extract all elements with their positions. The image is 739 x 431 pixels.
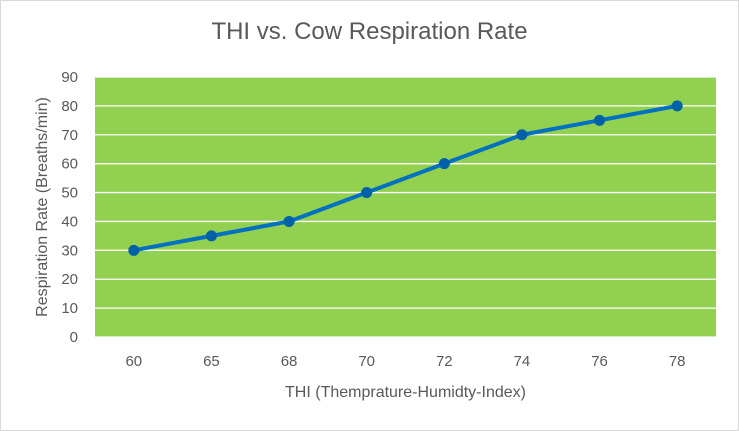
x-tick-label: 78	[669, 353, 686, 370]
gridlines	[95, 76, 716, 338]
y-tick-label: 50	[61, 185, 78, 202]
x-tick-label: 76	[591, 353, 608, 370]
y-tick-label: 0	[70, 329, 78, 346]
y-tick-label: 40	[61, 213, 78, 230]
data-point	[516, 129, 528, 141]
data-point	[438, 158, 450, 170]
data-point	[361, 187, 373, 199]
y-tick-label: 70	[61, 127, 78, 144]
x-tick-label: 60	[125, 353, 142, 370]
x-tick-label: 72	[436, 353, 453, 370]
y-axis-tick-labels: 0 10 20 30 40 50 60 70 80 90	[61, 69, 78, 346]
plot-area	[95, 77, 716, 337]
x-axis-tick-labels: 60 65 68 70 72 74 76 78	[125, 353, 685, 370]
series-group	[128, 100, 683, 256]
data-point	[594, 114, 606, 126]
series-line	[131, 103, 680, 253]
y-axis-title: Respiration Rate (Breaths/min)	[34, 97, 51, 317]
data-point	[671, 100, 683, 112]
chart-title: THI vs. Cow Respiration Rate	[211, 18, 528, 45]
y-tick-label: 60	[61, 156, 78, 173]
data-point	[128, 244, 140, 256]
data-point	[283, 215, 295, 227]
x-tick-label: 70	[358, 353, 375, 370]
y-tick-label: 90	[61, 69, 78, 86]
x-tick-label: 74	[514, 353, 531, 370]
x-tick-label: 65	[203, 353, 220, 370]
y-tick-label: 10	[61, 300, 78, 317]
y-tick-label: 80	[61, 98, 78, 115]
y-tick-label: 30	[61, 242, 78, 259]
data-point	[205, 230, 217, 242]
y-tick-label: 20	[61, 271, 78, 288]
x-axis-title: THI (Themprature-Humidty-Index)	[285, 384, 526, 401]
x-tick-label: 68	[281, 353, 298, 370]
